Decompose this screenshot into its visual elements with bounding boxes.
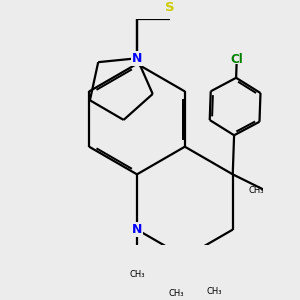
Text: CH₃: CH₃ — [249, 186, 264, 195]
Text: S: S — [165, 1, 175, 14]
Text: CH₃: CH₃ — [129, 270, 145, 279]
Text: Cl: Cl — [230, 53, 243, 66]
Text: N: N — [132, 223, 142, 236]
Text: N: N — [132, 52, 142, 65]
Text: CH₃: CH₃ — [206, 287, 221, 296]
Text: CH₃: CH₃ — [169, 289, 184, 298]
